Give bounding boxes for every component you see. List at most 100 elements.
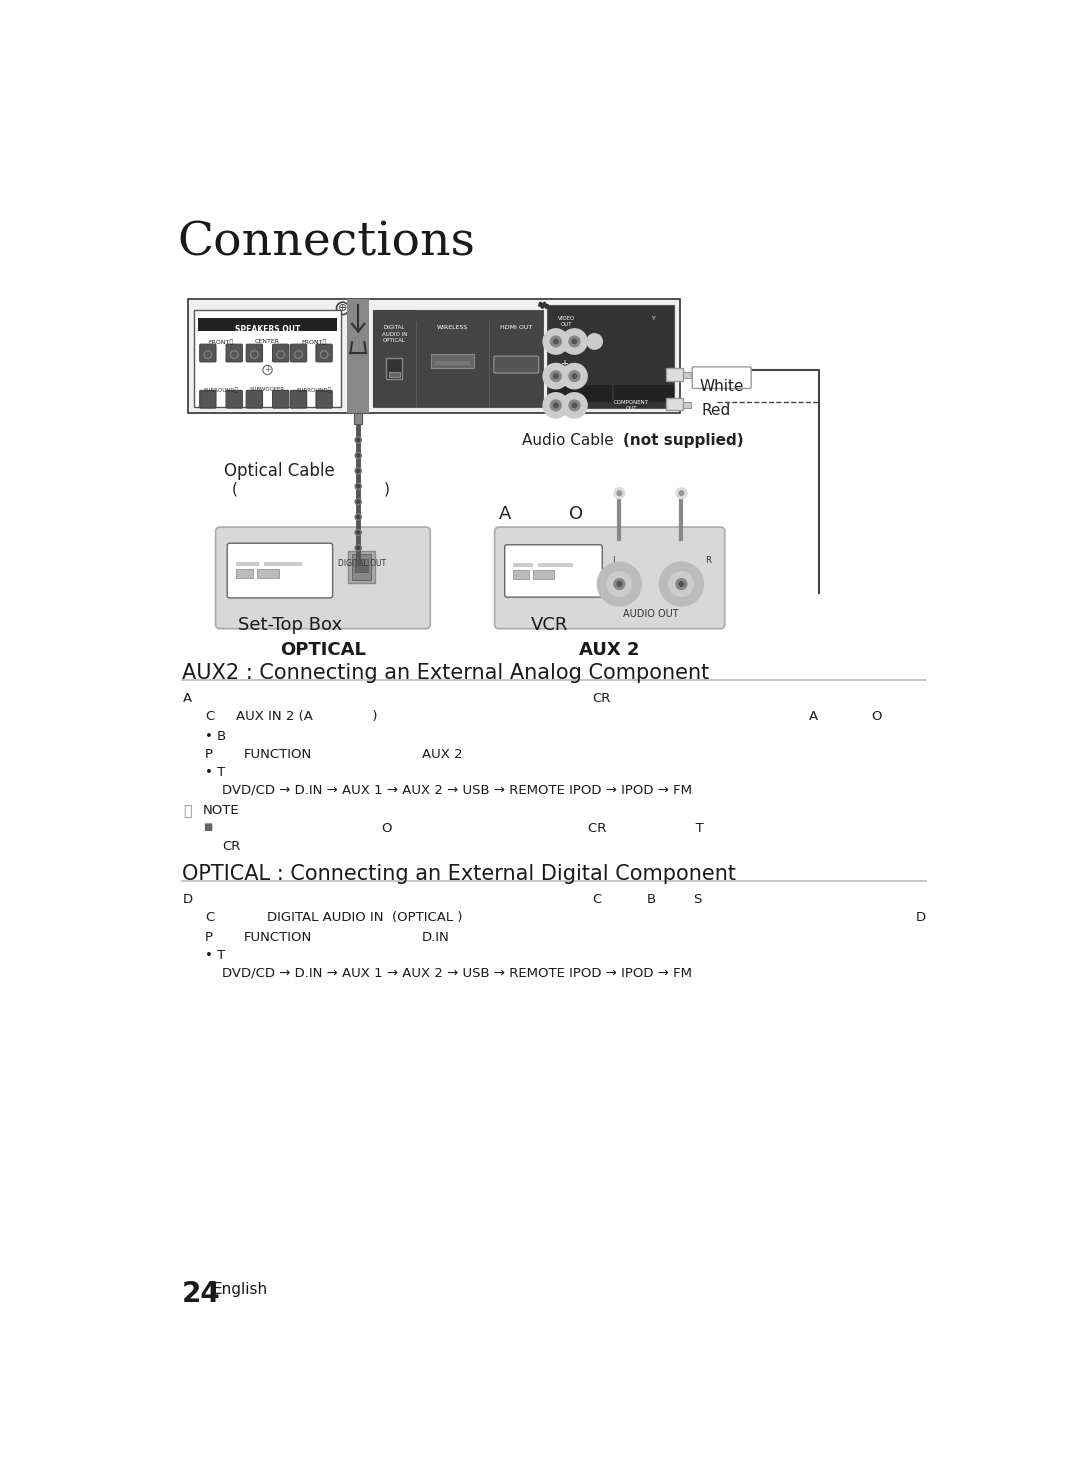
Bar [435, 361, 470, 365]
Text: P: P [205, 932, 213, 944]
Circle shape [597, 562, 642, 605]
Bar [613, 386, 674, 402]
Circle shape [617, 581, 622, 586]
FancyBboxPatch shape [272, 390, 288, 408]
Circle shape [355, 529, 362, 535]
Bar [352, 555, 372, 580]
Circle shape [676, 488, 687, 498]
Text: SURROUNDⒷ: SURROUNDⒷ [297, 387, 332, 392]
Text: SURROUND⒱: SURROUND⒱ [204, 387, 239, 392]
Circle shape [572, 374, 577, 379]
Bar [373, 311, 543, 407]
Circle shape [679, 491, 684, 495]
Circle shape [569, 371, 580, 382]
FancyBboxPatch shape [200, 390, 216, 408]
Bar [198, 318, 337, 331]
Bar [683, 402, 691, 408]
Text: C: C [205, 911, 214, 923]
Bar [538, 563, 572, 566]
Text: OPTICAL: OPTICAL [280, 640, 366, 660]
Text: ⊕: ⊕ [338, 303, 348, 314]
Text: VIDEO
OUT: VIDEO OUT [558, 317, 576, 327]
Text: A: A [809, 710, 819, 723]
Circle shape [543, 393, 568, 417]
FancyBboxPatch shape [226, 390, 242, 408]
Text: SUBWOOFER: SUBWOOFER [249, 387, 285, 392]
Text: SPEAKERS OUT: SPEAKERS OUT [234, 325, 300, 334]
Circle shape [562, 330, 586, 353]
Circle shape [551, 371, 562, 382]
Circle shape [669, 572, 693, 596]
Bar [389, 373, 400, 377]
Text: • B: • B [205, 731, 226, 744]
FancyBboxPatch shape [495, 527, 725, 629]
Text: D.IN: D.IN [422, 932, 449, 944]
Circle shape [355, 453, 362, 458]
Text: VCR: VCR [531, 617, 568, 634]
Circle shape [617, 491, 622, 495]
Circle shape [356, 469, 360, 472]
Text: CENTER: CENTER [255, 339, 280, 345]
Text: FRONT⒱: FRONT⒱ [208, 339, 233, 345]
Circle shape [613, 578, 625, 590]
Circle shape [554, 404, 558, 408]
Text: O: O [569, 504, 583, 522]
Circle shape [356, 438, 360, 442]
Text: Set-Top Box: Set-Top Box [238, 617, 342, 634]
Text: AUX IN 2 (A              ): AUX IN 2 (A ) [235, 710, 377, 723]
FancyBboxPatch shape [291, 345, 307, 362]
FancyBboxPatch shape [216, 527, 430, 629]
Text: ■: ■ [203, 822, 213, 833]
FancyBboxPatch shape [272, 345, 288, 362]
Circle shape [543, 364, 568, 389]
Text: D: D [183, 893, 193, 905]
Circle shape [314, 568, 327, 581]
Text: 📎: 📎 [183, 805, 191, 818]
Bar [666, 368, 683, 380]
FancyBboxPatch shape [316, 390, 333, 408]
Bar [188, 408, 679, 413]
Text: +: + [265, 365, 271, 374]
Bar [513, 563, 532, 566]
Circle shape [355, 544, 362, 552]
Text: DIGITAL OUT: DIGITAL OUT [338, 559, 387, 568]
Circle shape [586, 334, 603, 349]
Circle shape [355, 498, 362, 504]
Bar [257, 568, 279, 578]
Text: O                                              CR                     T: O CR T [213, 822, 704, 836]
Circle shape [569, 399, 580, 411]
FancyBboxPatch shape [227, 543, 333, 598]
Text: NOTE: NOTE [203, 805, 240, 818]
Circle shape [355, 467, 362, 473]
Text: DVD/CD → D.IN → AUX 1 → AUX 2 → USB → REMOTE IPOD → IPOD → FM: DVD/CD → D.IN → AUX 1 → AUX 2 → USB → RE… [221, 967, 692, 979]
Circle shape [551, 336, 562, 348]
Circle shape [543, 330, 568, 353]
FancyBboxPatch shape [200, 345, 216, 362]
Bar [666, 398, 683, 410]
Text: Audio Cable: Audio Cable [523, 433, 615, 448]
FancyBboxPatch shape [246, 345, 262, 362]
Bar [264, 562, 302, 565]
Text: CR: CR [592, 692, 610, 705]
Circle shape [355, 484, 362, 490]
Text: R: R [705, 556, 712, 565]
Text: A: A [499, 504, 512, 522]
Text: C: C [205, 710, 214, 723]
Text: COMPONENT
OUT: COMPONENT OUT [613, 399, 648, 411]
Text: AUX
IN 2: AUX IN 2 [561, 399, 572, 411]
Circle shape [607, 572, 632, 596]
Text: FRONTⒷ: FRONTⒷ [301, 339, 326, 345]
Text: D: D [916, 911, 927, 923]
Text: White: White [700, 379, 744, 395]
Text: • T: • T [205, 766, 225, 779]
Bar [188, 299, 679, 303]
Bar [235, 562, 259, 565]
Text: Connections: Connections [177, 220, 475, 265]
Circle shape [572, 404, 577, 408]
Circle shape [569, 336, 580, 348]
Circle shape [554, 374, 558, 379]
Circle shape [356, 546, 360, 549]
Bar [431, 353, 474, 368]
FancyBboxPatch shape [316, 345, 333, 362]
Text: L: L [611, 556, 617, 565]
